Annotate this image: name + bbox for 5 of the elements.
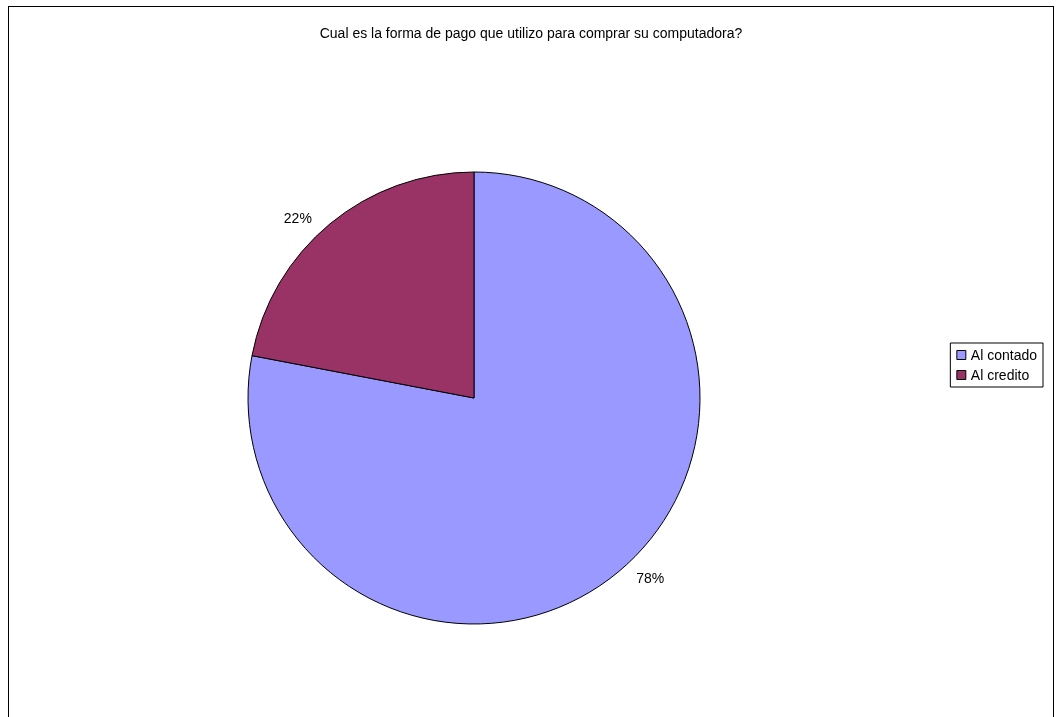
legend-label: Al credito <box>970 367 1030 383</box>
data-label: 78% <box>636 570 665 587</box>
data-label: 22% <box>283 209 312 226</box>
legend-label: Al contado <box>970 347 1038 363</box>
chart-title: Cual es la forma de pago que utilizo para comprar su computadora? <box>319 25 743 41</box>
